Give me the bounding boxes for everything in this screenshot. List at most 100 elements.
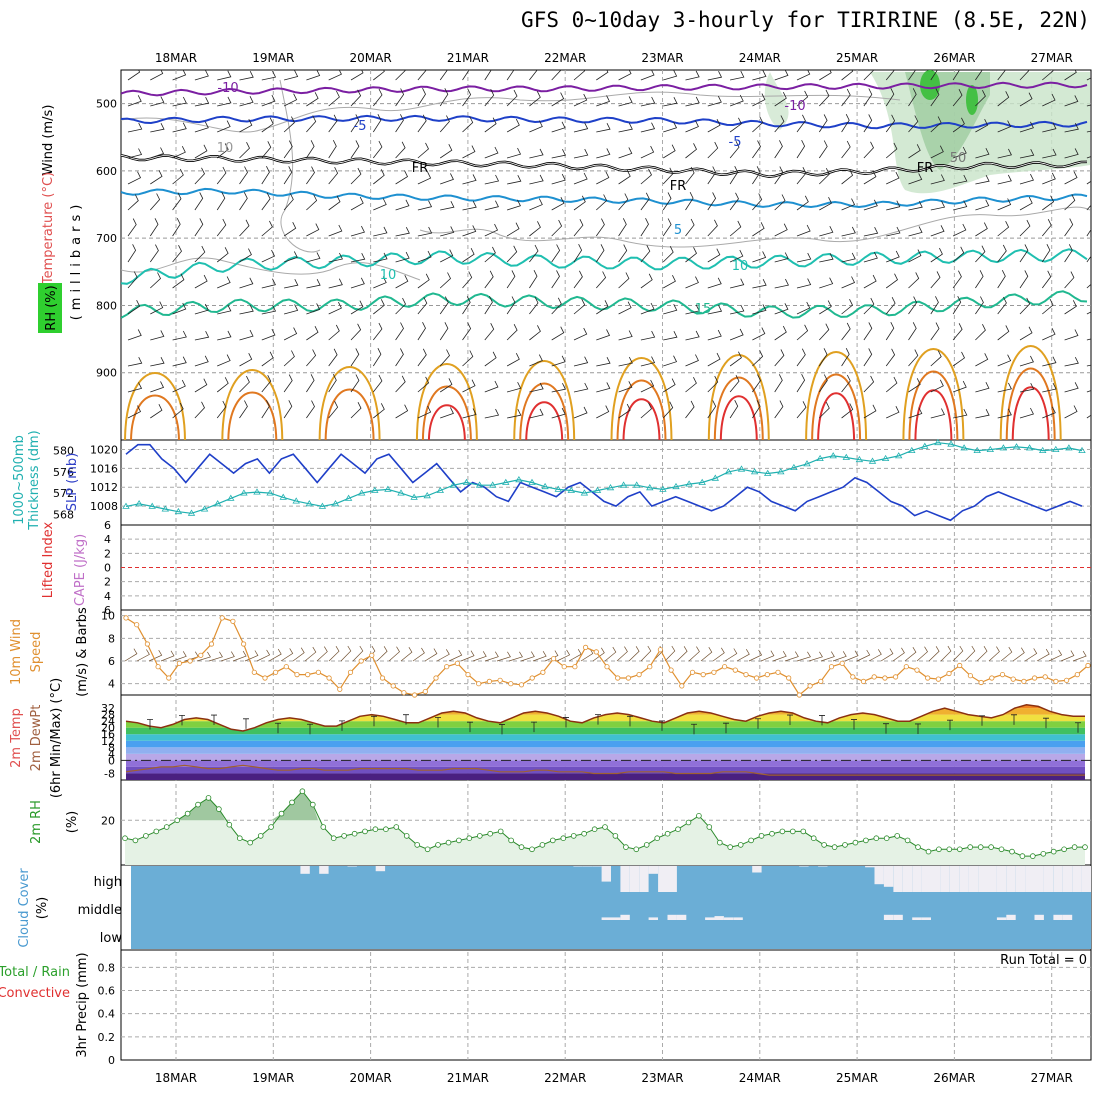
wind-barb-10m [292, 647, 305, 662]
wind-barb [908, 226, 923, 237]
rh-marker [800, 828, 807, 835]
wind-barb [373, 169, 385, 185]
wind-barb [863, 404, 877, 419]
wind-barb [283, 222, 297, 237]
warm-isotherm-loop [318, 366, 381, 440]
wind-speed-marker [550, 656, 557, 662]
minmax-bar [179, 714, 185, 726]
wind-barb [863, 70, 875, 81]
cloud-high-bar [912, 866, 922, 892]
wind-speed-marker [305, 671, 311, 678]
thickness-marker [475, 481, 484, 488]
wind-speed-marker [786, 675, 792, 681]
convective-label: Convective [0, 986, 70, 1001]
wind-barb [395, 375, 406, 393]
rh-marker [643, 842, 650, 848]
wind-speed-marker [358, 658, 364, 664]
minmax-bar [371, 715, 377, 727]
wind-speed-marker [454, 660, 460, 666]
temp-band [126, 760, 1085, 767]
wind-barb [685, 330, 700, 341]
wind-barb [1042, 70, 1054, 81]
cape-tick-label: 2 [104, 576, 111, 589]
wind-barb-10m [1060, 650, 1075, 662]
minmax-bar [691, 723, 697, 735]
wind-barb [150, 123, 165, 133]
temp-tick-label: 0 [108, 754, 115, 767]
wind-barb [997, 148, 1012, 159]
minmax-bar [147, 719, 153, 730]
temp-bands [126, 704, 1085, 780]
wind-barb [484, 117, 497, 133]
wind-barb [551, 219, 563, 237]
wind-barb [863, 88, 873, 107]
wind-barb [350, 167, 362, 185]
isotherm-label: -5 [729, 135, 742, 150]
wind-barb [395, 170, 409, 185]
wind-barb [663, 304, 678, 315]
wind-barb [194, 401, 205, 419]
wind-barb [796, 301, 811, 315]
wind-barb [462, 174, 477, 185]
wind-barb [952, 89, 963, 107]
wind-barb [729, 328, 744, 341]
wind-barb [127, 357, 143, 367]
wind-barb [462, 70, 470, 81]
cloud-mid-bar [714, 916, 724, 920]
wind-speed-marker [251, 669, 257, 675]
wind-barb [573, 270, 583, 289]
wind-barb [997, 382, 1012, 393]
wind-barb [885, 273, 899, 289]
date-label-top: 21MAR [447, 51, 489, 65]
wind-barb [149, 244, 159, 263]
wind-barb [886, 406, 900, 419]
thickness-marker [213, 500, 222, 507]
rh-marker [1040, 850, 1047, 857]
wind-barb [997, 296, 1007, 315]
cloud-panel [131, 866, 1091, 949]
rh-marker [967, 844, 973, 850]
wind-speed-marker [123, 615, 129, 621]
minmax-bar [531, 721, 537, 733]
wind-barb [172, 356, 187, 367]
wind-barb [239, 277, 254, 289]
wind-speed-marker [775, 669, 781, 675]
cloud-mid-bar [620, 914, 630, 920]
wind-barb [953, 200, 968, 211]
minmax-bar [403, 714, 409, 725]
isotherm-line [121, 81, 1088, 97]
upper-air-labels: Wind (m/s) Temperature (°C) (millibars) … [38, 105, 84, 333]
wind-barb [819, 226, 834, 237]
wind-barb-10m [460, 650, 475, 662]
rh-marker [1009, 848, 1015, 855]
cloud-high-bar [921, 866, 931, 892]
wind-barb-10m [868, 649, 882, 662]
wind-barb-10m [1000, 646, 1013, 662]
wind-speed-marker [508, 681, 514, 687]
wind-speed-marker [166, 675, 172, 681]
wind-barb [596, 382, 611, 393]
wind-barb-10m [496, 651, 511, 662]
rh-marker [946, 846, 953, 853]
wind-barb [573, 172, 588, 185]
wind-barb [1086, 414, 1091, 419]
wind-barb [1042, 148, 1057, 159]
thickness-marker [737, 465, 746, 472]
wind-speed-marker [561, 664, 567, 670]
minmax-bar [243, 718, 249, 729]
wind-barb [239, 166, 248, 185]
wind-speed-marker [989, 675, 995, 681]
rh-marker [403, 833, 410, 839]
wind-speed-marker [337, 686, 343, 692]
thickness-marker [371, 486, 379, 493]
wind-speed-marker [999, 671, 1006, 678]
rh-marker [612, 833, 619, 839]
rh-marker [988, 844, 994, 850]
thickness-marker [868, 457, 877, 464]
wind-barb-10m [484, 651, 499, 662]
thickness-marker [331, 500, 340, 507]
date-label-bottom: 20MAR [350, 1071, 392, 1085]
wind-barb [908, 173, 923, 185]
wind-barb [417, 88, 426, 107]
wind-barb [1064, 218, 1074, 237]
